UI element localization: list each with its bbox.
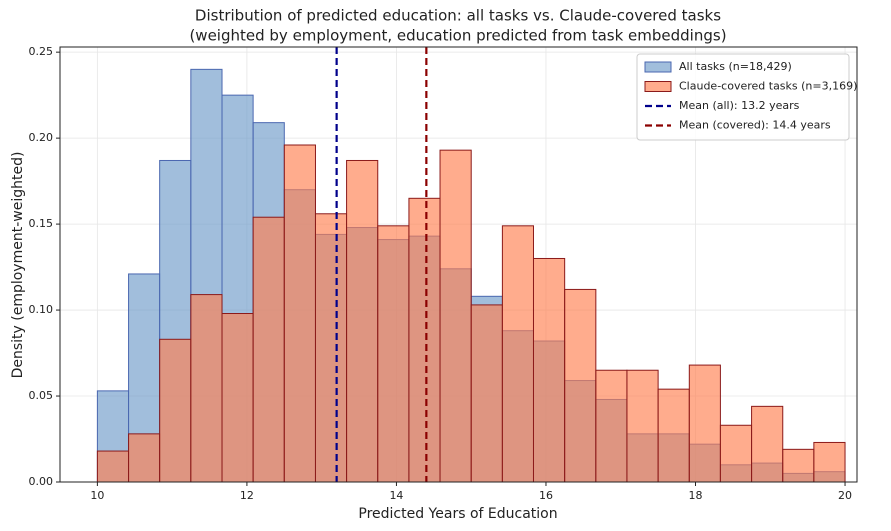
chart-title: Distribution of predicted education: all… <box>195 7 721 25</box>
legend-swatch <box>644 61 672 73</box>
y-tick-label: 0.15 <box>29 217 54 230</box>
histogram-bar <box>252 216 285 483</box>
histogram-bar <box>159 338 192 483</box>
y-tick-label: 0.10 <box>29 303 54 316</box>
chart-subtitle: (weighted by employment, education predi… <box>189 27 726 45</box>
legend-label: All tasks (n=18,429) <box>679 60 792 73</box>
histogram-bar <box>532 257 566 483</box>
histogram-bar <box>190 294 223 483</box>
y-tick-label: 0.20 <box>29 131 54 144</box>
plot-frame <box>59 46 858 483</box>
y-tick-label: 0.25 <box>29 45 54 58</box>
histogram-bar <box>719 424 753 483</box>
histogram-bar <box>128 433 161 483</box>
histogram-bar <box>782 448 815 483</box>
y-axis-label: Density (employment-weighted) <box>10 152 26 379</box>
histogram-bar <box>751 405 784 483</box>
histogram-bar <box>657 388 690 483</box>
histogram-bar <box>408 197 441 483</box>
legend-label: Claude-covered tasks (n=3,169) <box>679 80 857 93</box>
histogram-bar <box>314 213 348 483</box>
y-tick-label: 0.00 <box>29 475 54 488</box>
histogram-bar <box>439 149 472 483</box>
x-tick-label: 14 <box>389 489 403 502</box>
histogram-bar <box>96 450 130 483</box>
x-tick-label: 12 <box>240 489 254 502</box>
histogram-bar <box>564 288 597 483</box>
histogram-bar <box>470 304 503 483</box>
legend-label: Mean (covered): 14.4 years <box>679 119 831 132</box>
histogram-bar <box>626 369 659 483</box>
x-tick-label: 16 <box>539 489 553 502</box>
x-tick-label: 10 <box>90 489 104 502</box>
x-tick-label: 20 <box>838 489 852 502</box>
histogram-bar <box>595 369 628 483</box>
x-axis-label: Predicted Years of Education <box>358 506 557 522</box>
histogram-bar <box>221 313 254 483</box>
histogram-bar <box>377 225 410 483</box>
legend-box <box>636 53 850 141</box>
x-tick-label: 18 <box>689 489 703 502</box>
histogram-bar <box>283 144 316 483</box>
histogram-bar <box>346 159 379 483</box>
legend-label: Mean (all): 13.2 years <box>679 99 800 112</box>
histogram-bar <box>501 225 534 483</box>
histogram-bar <box>813 441 846 483</box>
legend-swatch <box>644 81 672 92</box>
y-tick-label: 0.05 <box>29 389 54 402</box>
histogram-bar <box>688 364 721 483</box>
